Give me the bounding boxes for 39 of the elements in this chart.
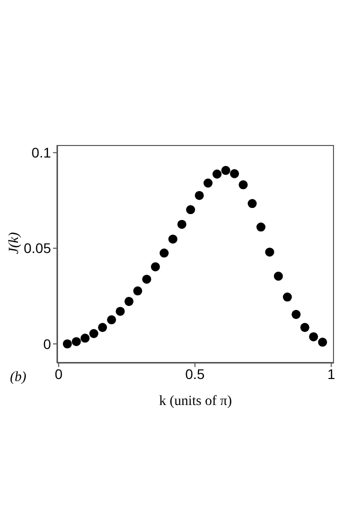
point — [98, 322, 108, 332]
x-tick-label: 0.5 — [185, 366, 205, 382]
x-axis-title: k (units of π) — [159, 394, 232, 409]
point — [300, 322, 310, 332]
y-tick-label: 0.05 — [24, 240, 52, 256]
point — [230, 169, 239, 178]
point — [204, 178, 213, 188]
x-tick-label: 0 — [54, 366, 63, 382]
point — [72, 337, 81, 346]
y-axis-title: J(k) — [6, 232, 22, 254]
point — [318, 338, 328, 347]
point — [221, 166, 230, 175]
point — [107, 315, 116, 324]
point — [89, 329, 98, 338]
point — [256, 222, 266, 232]
point — [194, 190, 204, 200]
point — [150, 262, 160, 272]
point — [116, 306, 125, 316]
point — [186, 205, 196, 214]
point — [248, 199, 257, 208]
point — [168, 234, 178, 244]
y-tick-label: 0.1 — [32, 144, 52, 161]
point — [133, 286, 142, 296]
y-tick-label: 0 — [43, 336, 52, 352]
point — [142, 274, 152, 284]
point — [212, 170, 222, 179]
point — [274, 272, 283, 281]
x-tick-label: 1 — [327, 366, 336, 382]
point — [309, 332, 318, 342]
point — [160, 248, 169, 258]
point — [62, 339, 72, 348]
point — [238, 180, 248, 190]
point — [292, 310, 301, 319]
point — [282, 292, 292, 302]
point — [265, 248, 274, 257]
point — [80, 334, 90, 343]
text: (b) — [10, 370, 26, 386]
point — [177, 220, 186, 229]
point — [124, 296, 134, 306]
